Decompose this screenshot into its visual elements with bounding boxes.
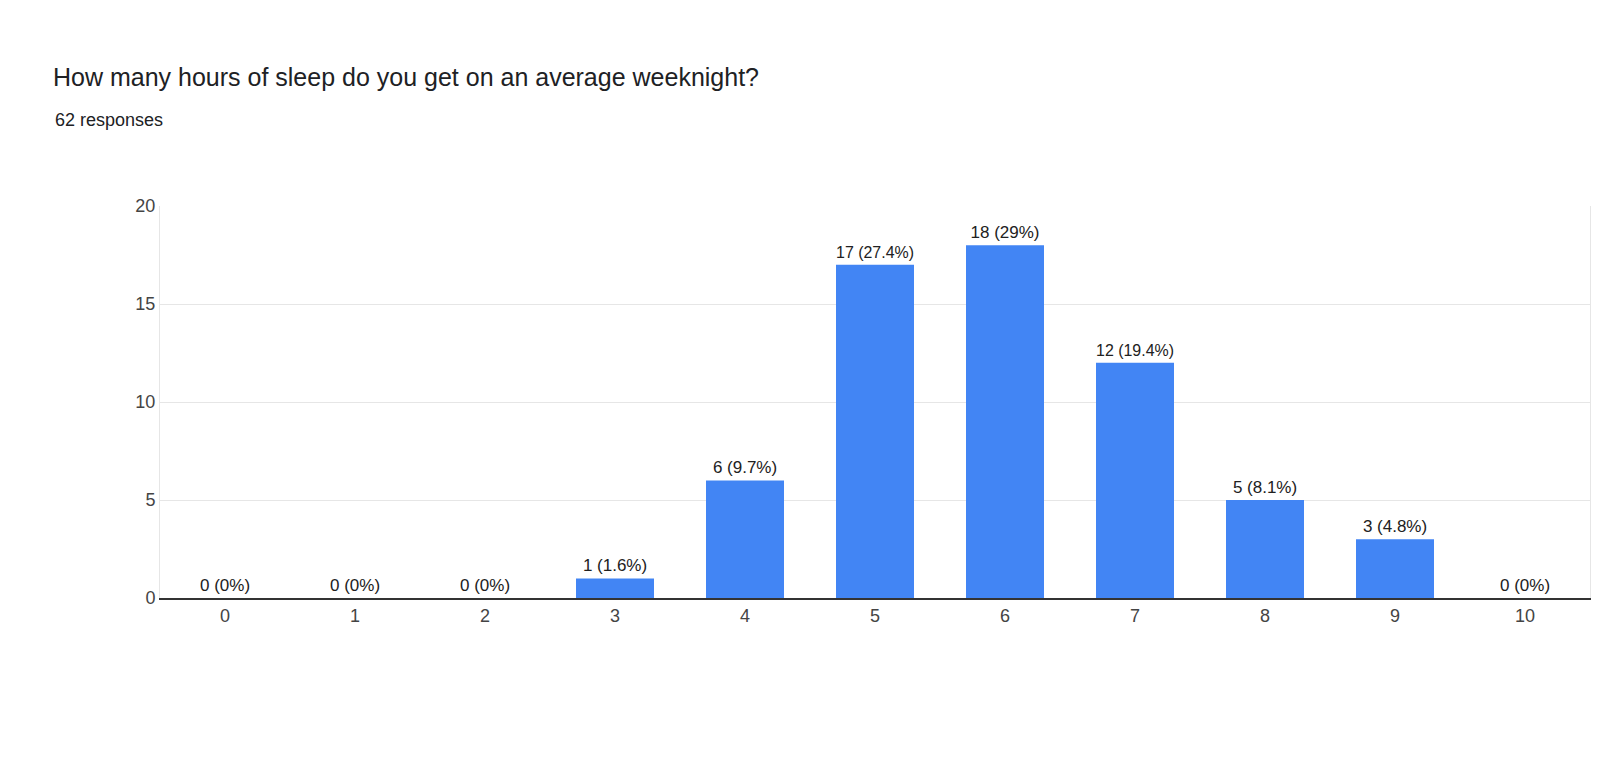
svg-text:0 (0%): 0 (0%) [330, 576, 380, 595]
svg-text:6 (9.7%): 6 (9.7%) [713, 458, 777, 477]
svg-text:9: 9 [1390, 606, 1400, 626]
svg-text:How many hours of sleep do you: How many hours of sleep do you get on an… [53, 63, 759, 91]
svg-text:2: 2 [480, 606, 490, 626]
svg-text:1 (1.6%): 1 (1.6%) [583, 556, 647, 575]
svg-text:18 (29%): 18 (29%) [971, 223, 1040, 242]
svg-text:10: 10 [135, 392, 155, 412]
svg-text:5: 5 [870, 606, 880, 626]
svg-text:6: 6 [1000, 606, 1010, 626]
svg-text:12 (19.4%): 12 (19.4%) [1096, 342, 1174, 359]
svg-text:10: 10 [1515, 606, 1535, 626]
svg-text:1: 1 [350, 606, 360, 626]
svg-text:0: 0 [145, 588, 155, 608]
svg-text:17 (27.4%): 17 (27.4%) [836, 244, 914, 261]
svg-text:3 (4.8%): 3 (4.8%) [1363, 517, 1427, 536]
svg-text:15: 15 [135, 294, 155, 314]
svg-text:5 (8.1%): 5 (8.1%) [1233, 478, 1297, 497]
svg-text:20: 20 [135, 196, 155, 216]
svg-text:0 (0%): 0 (0%) [1500, 576, 1550, 595]
svg-text:8: 8 [1260, 606, 1270, 626]
svg-text:0: 0 [220, 606, 230, 626]
svg-text:0 (0%): 0 (0%) [200, 576, 250, 595]
svg-text:3: 3 [610, 606, 620, 626]
svg-text:4: 4 [740, 606, 750, 626]
svg-text:62 responses: 62 responses [55, 110, 163, 130]
svg-text:5: 5 [145, 490, 155, 510]
svg-text:0 (0%): 0 (0%) [460, 576, 510, 595]
svg-text:7: 7 [1130, 606, 1140, 626]
